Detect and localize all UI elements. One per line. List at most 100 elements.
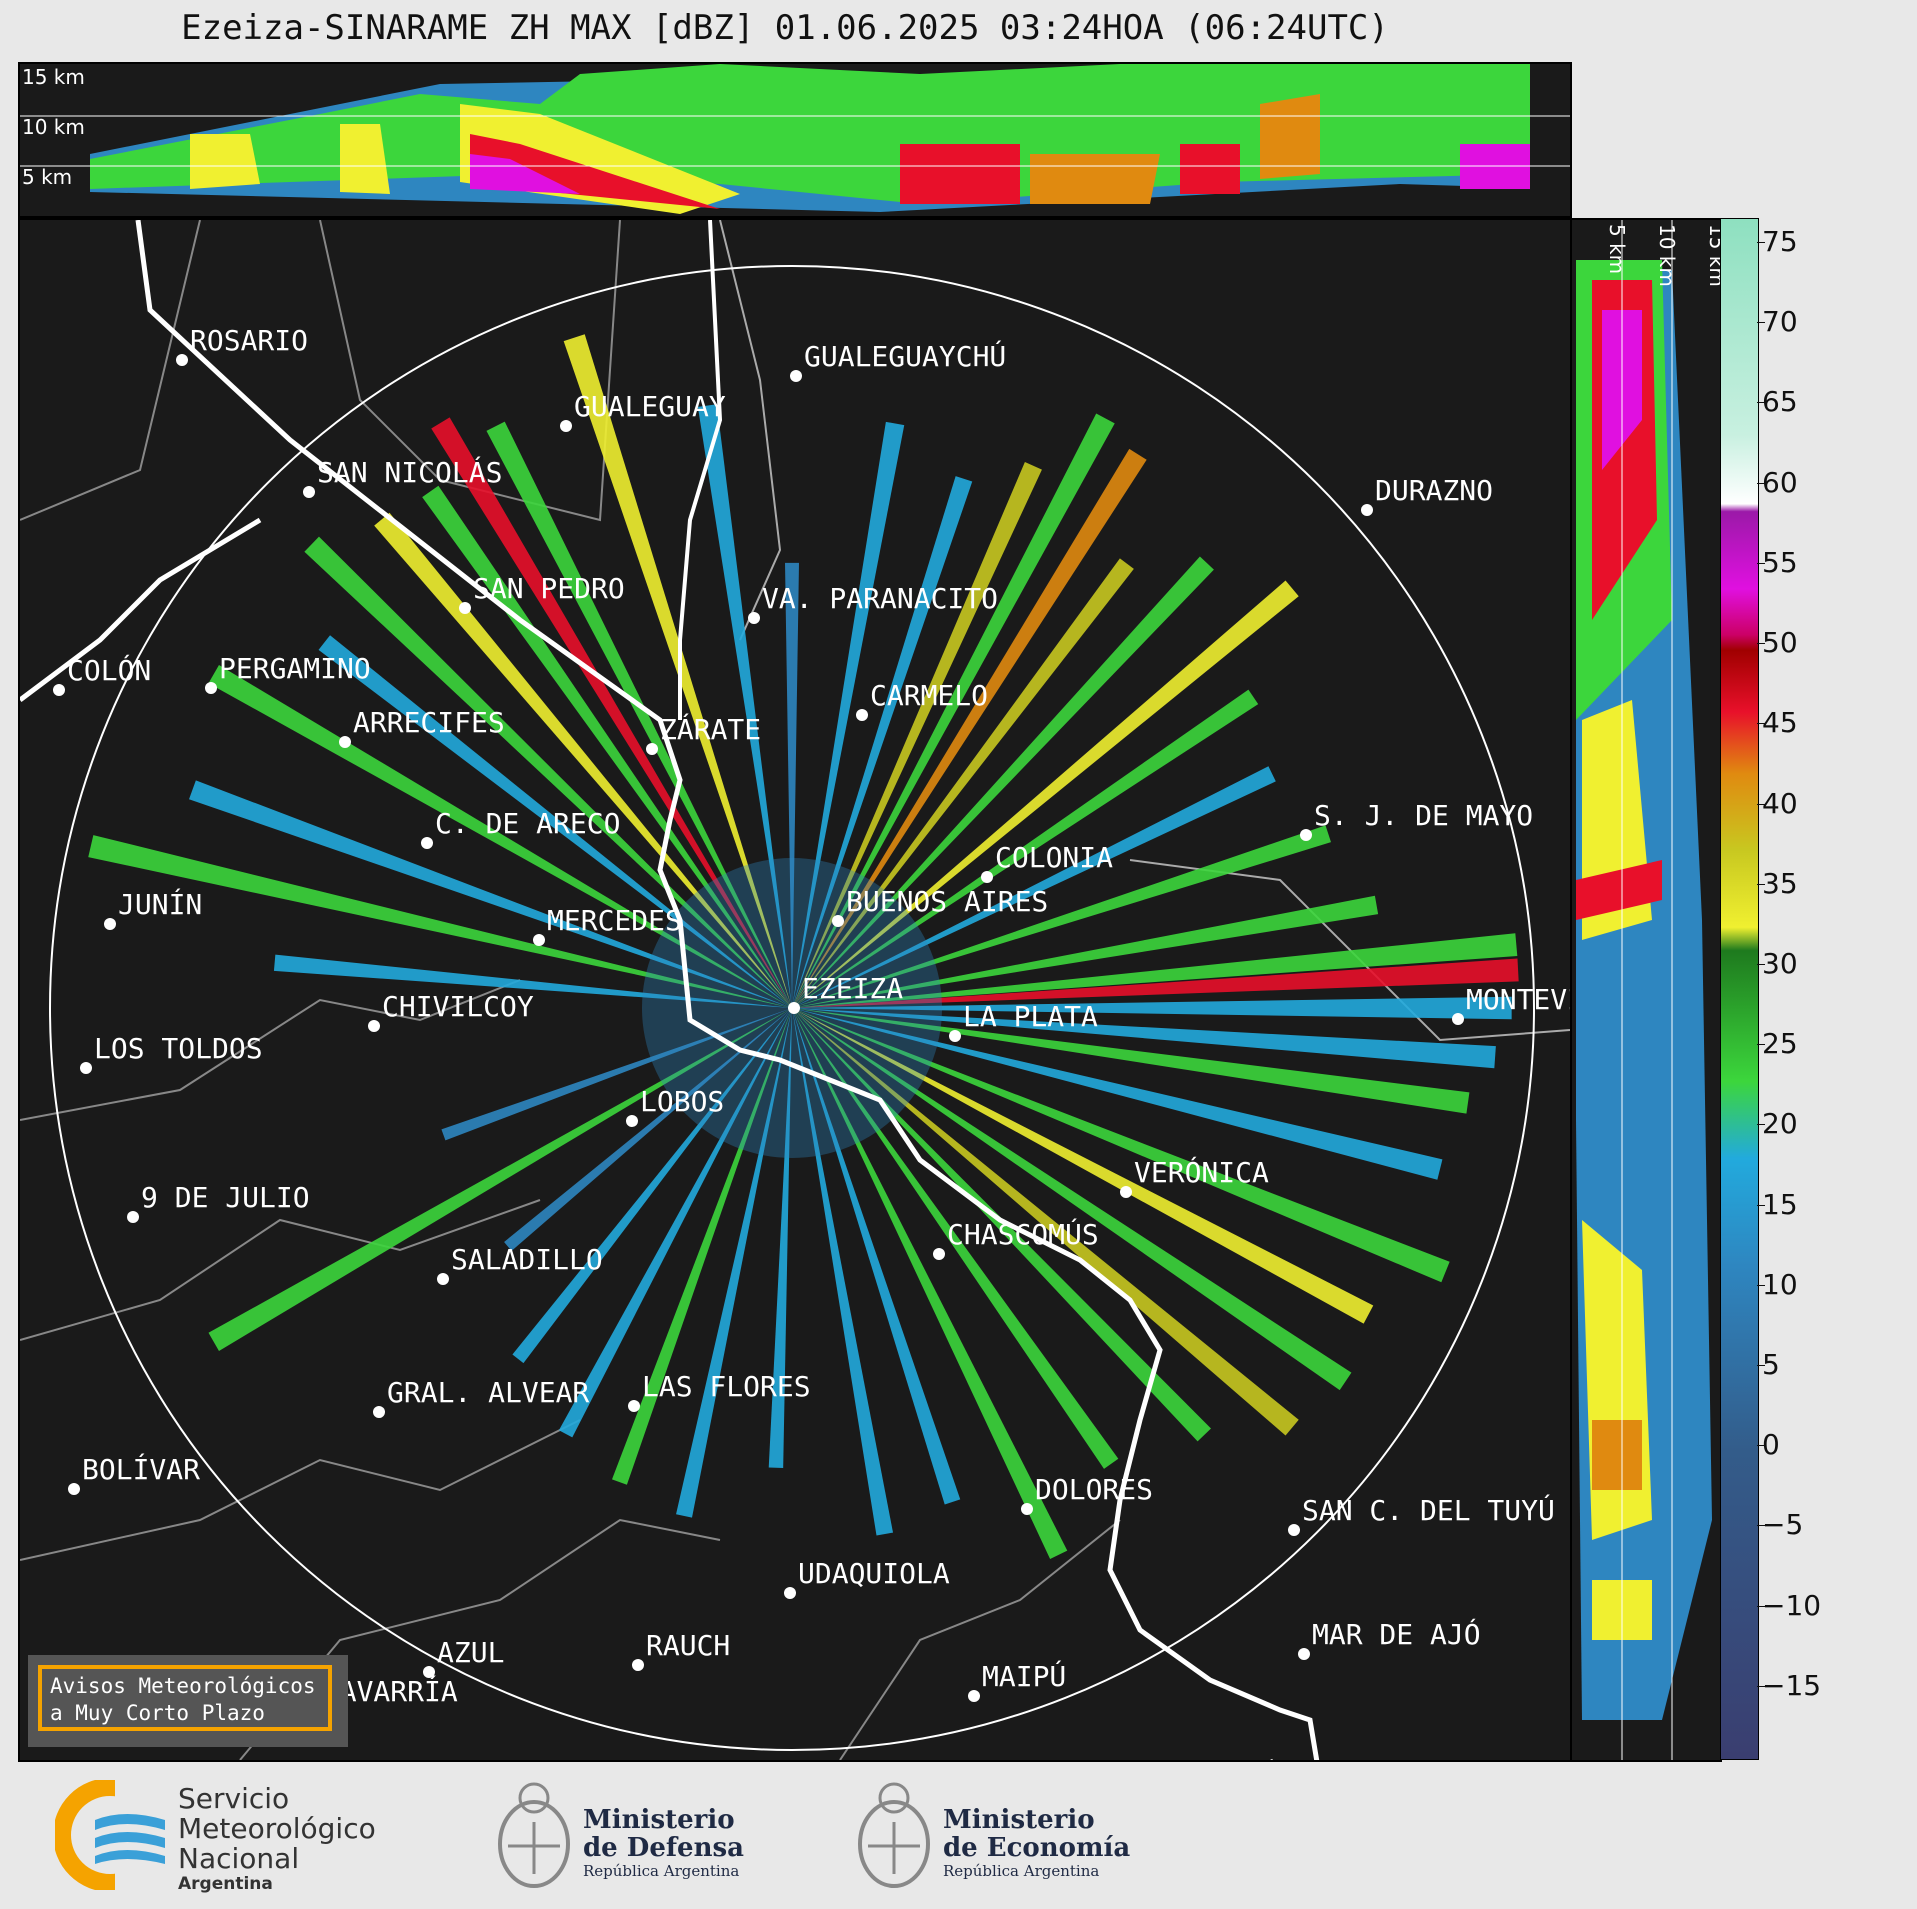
economia-logo-text: Ministerio de Economía República Argenti…	[943, 1806, 1130, 1880]
xs-echo-orange-2	[1260, 94, 1320, 179]
city-marker	[949, 1030, 961, 1042]
city-label: PERGAMINO	[219, 652, 371, 685]
colorbar-tick-mark	[1757, 242, 1765, 244]
city-label: S. J. DE MAYO	[1314, 799, 1533, 832]
city-label: RAUCH	[646, 1629, 730, 1662]
city-marker	[68, 1483, 80, 1495]
side-cross-section: 5 km 10 km 15 km	[1576, 220, 1720, 1760]
colorbar-tick-label: 40	[1762, 786, 1798, 820]
city-label: CHIVILCOY	[382, 990, 534, 1023]
radar-beam	[88, 835, 792, 1008]
defensa-seal-icon	[498, 1782, 570, 1888]
radar-beam	[792, 580, 1299, 1008]
smn-line-3: Nacional	[178, 1842, 300, 1875]
city-label: CHASCOMÚS	[947, 1217, 1099, 1251]
colorbar-tick-mark	[1757, 1364, 1765, 1366]
radar-beam	[676, 1008, 792, 1518]
defensa-sub: República Argentina	[583, 1862, 740, 1880]
city-marker	[205, 682, 217, 694]
city-marker	[1021, 1503, 1033, 1515]
economia-line-2: de Economía	[943, 1833, 1131, 1863]
city-marker	[423, 1666, 435, 1678]
city-label: VERÓNICA	[1134, 1155, 1269, 1189]
radar-beam	[792, 825, 1331, 1008]
city-label: CARMELO	[870, 679, 988, 712]
side-height-label-15: 15 km	[1705, 224, 1720, 287]
radar-beam	[792, 1008, 1443, 1180]
radar-beam	[792, 1008, 1119, 1469]
city-label: LOBOS	[640, 1085, 724, 1118]
colorbar-tick-label: 10	[1762, 1267, 1798, 1301]
top-cross-section: 15 km 10 km 5 km	[20, 64, 1570, 214]
radar-beam	[792, 476, 973, 1008]
aviso-line-2: a Muy Corto Plazo	[50, 1701, 265, 1725]
radar-beam	[792, 1008, 1470, 1114]
colorbar-tick-label: 20	[1762, 1107, 1798, 1141]
colorbar-tick-label: 30	[1762, 946, 1798, 980]
colorbar-tick-mark	[1757, 643, 1765, 645]
radar-beam	[504, 1008, 792, 1251]
radar-beam	[768, 1008, 792, 1468]
colorbar-tick-label: 75	[1762, 225, 1798, 259]
colorbar-tick-label: 35	[1762, 866, 1798, 900]
city-label: GRAL. ALVEAR	[387, 1376, 589, 1409]
radar-beam	[512, 1008, 792, 1364]
colorbar-tick-label: −5	[1762, 1508, 1804, 1542]
aviso-box-inner: Avisos Meteorológicos a Muy Corto Plazo	[38, 1665, 332, 1731]
colorbar-tick-label: 25	[1762, 1027, 1798, 1061]
xs-echo-green	[90, 64, 1530, 204]
colorbar-tick-label: 15	[1762, 1187, 1798, 1221]
city-label: BUENOS AIRES	[846, 885, 1048, 918]
height-label-15: 15 km	[22, 65, 85, 89]
city-label: MAIPÚ	[982, 1659, 1066, 1693]
boundary-line	[20, 1199, 541, 1341]
city-marker	[303, 486, 315, 498]
radar-beam	[374, 512, 792, 1008]
city-label: GUALEGUAYCHÚ	[804, 339, 1006, 373]
radar-beam	[792, 1008, 961, 1505]
colorbar-tick-mark	[1757, 402, 1765, 404]
city-marker	[981, 871, 993, 883]
radar-beam	[792, 1008, 894, 1536]
city-marker	[856, 709, 868, 721]
radar-beam	[318, 635, 792, 1008]
smn-line-2: Meteorológico	[178, 1812, 376, 1845]
colorbar-tick-mark	[1757, 963, 1765, 965]
radar-beam	[792, 958, 1519, 1008]
city-marker	[339, 736, 351, 748]
city-label: BOLÍVAR	[82, 1452, 200, 1486]
radar-beam	[431, 417, 792, 1008]
radar-map-panel: ROSARIO GUALEGUAYCHÚ GUALEGUAY SAN NICOLÁS D…	[18, 218, 1572, 1762]
colorbar-tick-mark	[1757, 883, 1765, 885]
xs-echo-red-3	[1180, 144, 1240, 194]
city-label: SAN NICOLÁS	[317, 455, 502, 489]
radar-beam	[792, 1008, 1212, 1442]
defensa-line-1: Ministerio	[583, 1805, 735, 1835]
radar-beam	[486, 421, 792, 1008]
city-marker	[1120, 1186, 1132, 1198]
radar-beam	[792, 421, 905, 1008]
radar-beam	[273, 954, 792, 1008]
radar-echo-beams	[88, 334, 1519, 1559]
xs-echo-orange	[1030, 154, 1160, 204]
colorbar-tick-label: 50	[1762, 626, 1798, 660]
economia-line-1: Ministerio	[943, 1805, 1095, 1835]
city-label: SAN PEDRO	[473, 572, 625, 605]
city-label: DURAZNO	[1375, 474, 1493, 507]
colorbar-tick-mark	[1757, 803, 1765, 805]
city-label: JUNÍN	[118, 887, 202, 921]
radar-beam	[792, 766, 1276, 1008]
colorbar-tick-mark	[1757, 322, 1765, 324]
city-label: MONTEVIDEO	[1466, 983, 1570, 1016]
colorbar-tick-label: 65	[1762, 385, 1798, 419]
radar-map: ROSARIO GUALEGUAYCHÚ GUALEGUAY SAN NICOLÁS D…	[20, 220, 1570, 1760]
side-echo-orange	[1592, 1420, 1642, 1490]
radar-beam	[785, 562, 799, 1008]
colorbar-tick-mark	[1757, 1124, 1765, 1126]
smn-line-1: Servicio	[178, 1782, 290, 1815]
boundary-line	[839, 1519, 1121, 1760]
city-marker	[790, 370, 802, 382]
radar-beam	[792, 895, 1379, 1008]
boundary-line	[20, 1419, 581, 1561]
smn-line-4: Argentina	[178, 1874, 273, 1894]
